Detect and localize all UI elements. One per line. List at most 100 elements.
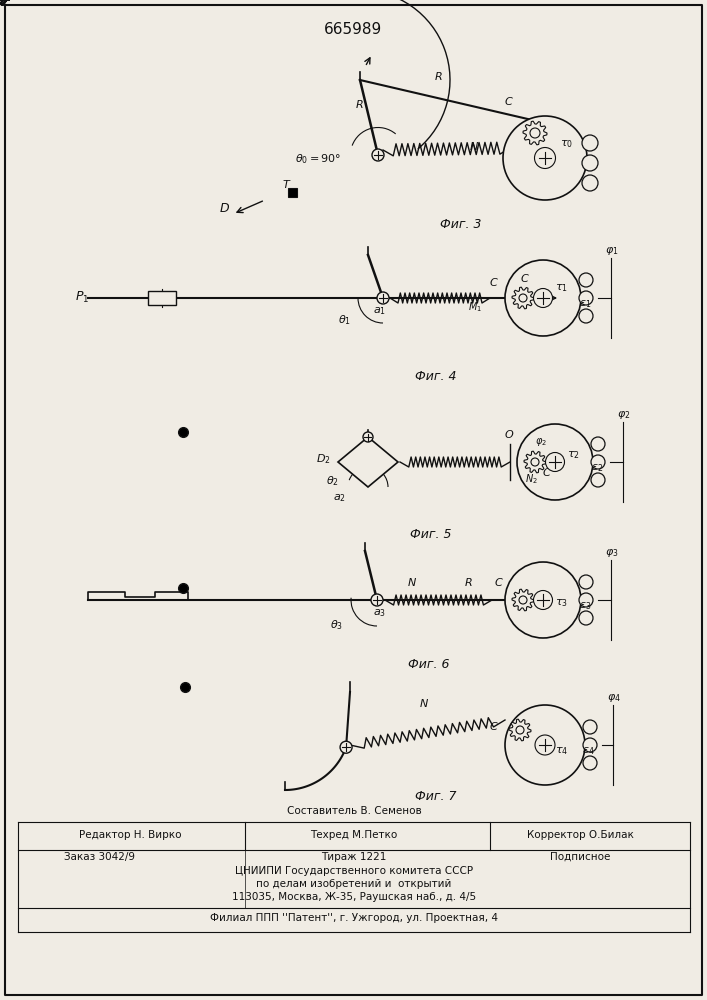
- Polygon shape: [509, 719, 531, 741]
- Text: $\tau_0$: $\tau_0$: [560, 138, 573, 150]
- Text: $\varepsilon_1$: $\varepsilon_1$: [579, 298, 591, 310]
- Circle shape: [519, 294, 527, 302]
- Polygon shape: [523, 121, 547, 145]
- Polygon shape: [338, 437, 398, 487]
- Text: $a_2$: $a_2$: [333, 492, 346, 504]
- Text: $M_1$: $M_1$: [468, 300, 482, 314]
- Text: Редактор Н. Вирко: Редактор Н. Вирко: [78, 830, 181, 840]
- Circle shape: [583, 738, 597, 752]
- Text: $\varphi_2$: $\varphi_2$: [535, 436, 547, 448]
- Text: O: O: [505, 430, 514, 440]
- Text: $\varphi_1$: $\varphi_1$: [605, 245, 619, 257]
- Text: $\varepsilon_2$: $\varepsilon_2$: [591, 462, 603, 474]
- Text: $\varepsilon_3$: $\varepsilon_3$: [579, 600, 591, 612]
- Circle shape: [546, 452, 564, 472]
- Circle shape: [503, 116, 587, 200]
- Circle shape: [579, 575, 593, 589]
- Text: $\varphi_4$: $\varphi_4$: [607, 692, 621, 704]
- Circle shape: [583, 756, 597, 770]
- Polygon shape: [524, 451, 546, 473]
- Circle shape: [505, 562, 581, 638]
- Text: $a_1$: $a_1$: [373, 305, 386, 317]
- Text: Составитель В. Семенов: Составитель В. Семенов: [286, 806, 421, 816]
- Text: R: R: [435, 72, 443, 82]
- Circle shape: [579, 611, 593, 625]
- Text: N: N: [408, 578, 416, 588]
- Bar: [288, 188, 297, 197]
- Text: $\tau_2$: $\tau_2$: [567, 449, 580, 461]
- Text: Фиг. 5: Фиг. 5: [410, 528, 452, 541]
- Text: $P_1$: $P_1$: [75, 290, 89, 305]
- Circle shape: [591, 455, 605, 469]
- Circle shape: [534, 590, 552, 609]
- Text: ЦНИИПИ Государственного комитета СССР: ЦНИИПИ Государственного комитета СССР: [235, 866, 473, 876]
- Text: $\tau_3$: $\tau_3$: [555, 597, 568, 609]
- Circle shape: [371, 594, 383, 606]
- Text: Фиг. 7: Фиг. 7: [415, 790, 457, 803]
- Circle shape: [582, 135, 598, 151]
- Text: $\varphi_3$: $\varphi_3$: [605, 547, 619, 559]
- Bar: [148, 291, 176, 305]
- Circle shape: [363, 432, 373, 442]
- Circle shape: [340, 741, 352, 753]
- Text: C: C: [521, 274, 529, 284]
- Circle shape: [583, 720, 597, 734]
- Text: Филиал ППП ''Патент'', г. Ужгород, ул. Проектная, 4: Филиал ППП ''Патент'', г. Ужгород, ул. П…: [210, 913, 498, 923]
- Text: по делам изобретений и  открытий: по делам изобретений и открытий: [257, 879, 452, 889]
- Circle shape: [579, 593, 593, 607]
- Text: Фиг. 3: Фиг. 3: [440, 218, 481, 231]
- Circle shape: [517, 424, 593, 500]
- Circle shape: [516, 726, 524, 734]
- Circle shape: [519, 596, 527, 604]
- Circle shape: [531, 458, 539, 466]
- Text: 665989: 665989: [324, 22, 382, 37]
- Circle shape: [372, 149, 384, 161]
- Text: T: T: [283, 180, 290, 190]
- Text: Техред М.Петко: Техред М.Петко: [310, 830, 397, 840]
- Text: Фиг. 6: Фиг. 6: [408, 658, 450, 671]
- Circle shape: [505, 705, 585, 785]
- Circle shape: [505, 260, 581, 336]
- Text: C: C: [495, 578, 503, 588]
- Circle shape: [582, 155, 598, 171]
- Circle shape: [377, 292, 389, 304]
- Circle shape: [579, 309, 593, 323]
- Text: $\theta_0=90°$: $\theta_0=90°$: [295, 152, 341, 166]
- Circle shape: [582, 175, 598, 191]
- Text: C: C: [505, 97, 513, 107]
- Text: Фиг. 4: Фиг. 4: [415, 370, 457, 383]
- Circle shape: [579, 273, 593, 287]
- Circle shape: [579, 291, 593, 305]
- Text: $N_2$: $N_2$: [525, 472, 538, 486]
- Text: $\tau_4$: $\tau_4$: [555, 745, 568, 757]
- Text: Подписное: Подписное: [550, 852, 610, 862]
- Text: R: R: [356, 100, 364, 110]
- Text: $\varepsilon_4$: $\varepsilon_4$: [582, 745, 595, 757]
- Text: D: D: [220, 202, 230, 215]
- Text: Корректор О.Билак: Корректор О.Билак: [527, 830, 633, 840]
- Text: C: C: [490, 722, 498, 732]
- Circle shape: [530, 128, 540, 138]
- Text: R: R: [465, 578, 473, 588]
- Circle shape: [534, 147, 556, 168]
- Text: C: C: [490, 278, 498, 288]
- Polygon shape: [512, 287, 534, 309]
- Text: $\varphi_2$: $\varphi_2$: [617, 409, 631, 421]
- Text: Тираж 1221: Тираж 1221: [321, 852, 387, 862]
- Circle shape: [591, 473, 605, 487]
- Circle shape: [534, 288, 552, 308]
- Text: $\tau_1$: $\tau_1$: [555, 282, 568, 294]
- Text: $a_3$: $a_3$: [373, 607, 386, 619]
- Text: N: N: [420, 699, 428, 709]
- Text: Заказ 3042/9: Заказ 3042/9: [64, 852, 136, 862]
- Text: N: N: [470, 142, 479, 152]
- Text: $\theta_1$: $\theta_1$: [338, 313, 351, 327]
- Text: $\theta_2$: $\theta_2$: [326, 474, 339, 488]
- Text: $\theta_3$: $\theta_3$: [330, 618, 343, 632]
- Text: $D_2$: $D_2$: [316, 452, 331, 466]
- Polygon shape: [512, 589, 534, 611]
- Text: C: C: [543, 468, 551, 478]
- Circle shape: [591, 437, 605, 451]
- Text: 113035, Москва, Ж-35, Раушская наб., д. 4/5: 113035, Москва, Ж-35, Раушская наб., д. …: [232, 892, 476, 902]
- Circle shape: [535, 735, 555, 755]
